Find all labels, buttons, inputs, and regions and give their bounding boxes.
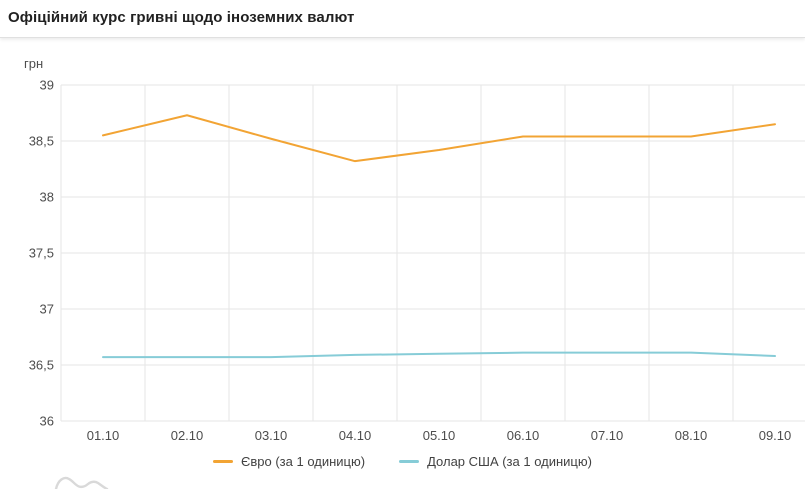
svg-text:07.10: 07.10	[591, 428, 624, 443]
svg-text:37,5: 37,5	[29, 246, 54, 261]
svg-text:09.10: 09.10	[759, 428, 792, 443]
usd-line-swatch-icon	[399, 460, 420, 463]
legend-item-usd[interactable]: Долар США (за 1 одиницю)	[399, 454, 592, 469]
svg-text:39: 39	[40, 78, 54, 93]
svg-text:38,5: 38,5	[29, 134, 54, 149]
svg-text:03.10: 03.10	[255, 428, 288, 443]
y-axis-unit-label: грн	[24, 56, 44, 71]
legend-label-usd: Долар США (за 1 одиницю)	[427, 454, 592, 469]
legend-item-euro[interactable]: Євро (за 1 одиницю)	[213, 454, 365, 469]
panel-header: Офіційний курс гривні щодо іноземних вал…	[0, 0, 805, 38]
svg-text:04.10: 04.10	[339, 428, 372, 443]
chart-legend: Євро (за 1 одиницю) Долар США (за 1 один…	[0, 454, 805, 469]
euro-line-swatch-icon	[213, 460, 234, 463]
svg-text:08.10: 08.10	[675, 428, 708, 443]
svg-text:36: 36	[40, 414, 54, 429]
watermark-wave-icon	[54, 476, 109, 489]
svg-text:06.10: 06.10	[507, 428, 540, 443]
svg-text:36,5: 36,5	[29, 358, 54, 373]
svg-text:38: 38	[40, 190, 54, 205]
svg-text:01.10: 01.10	[87, 428, 120, 443]
svg-text:05.10: 05.10	[423, 428, 456, 443]
page-title: Офіційний курс гривні щодо іноземних вал…	[8, 9, 355, 26]
legend-label-euro: Євро (за 1 одиницю)	[241, 454, 366, 469]
svg-text:02.10: 02.10	[171, 428, 204, 443]
svg-text:37: 37	[40, 302, 54, 317]
